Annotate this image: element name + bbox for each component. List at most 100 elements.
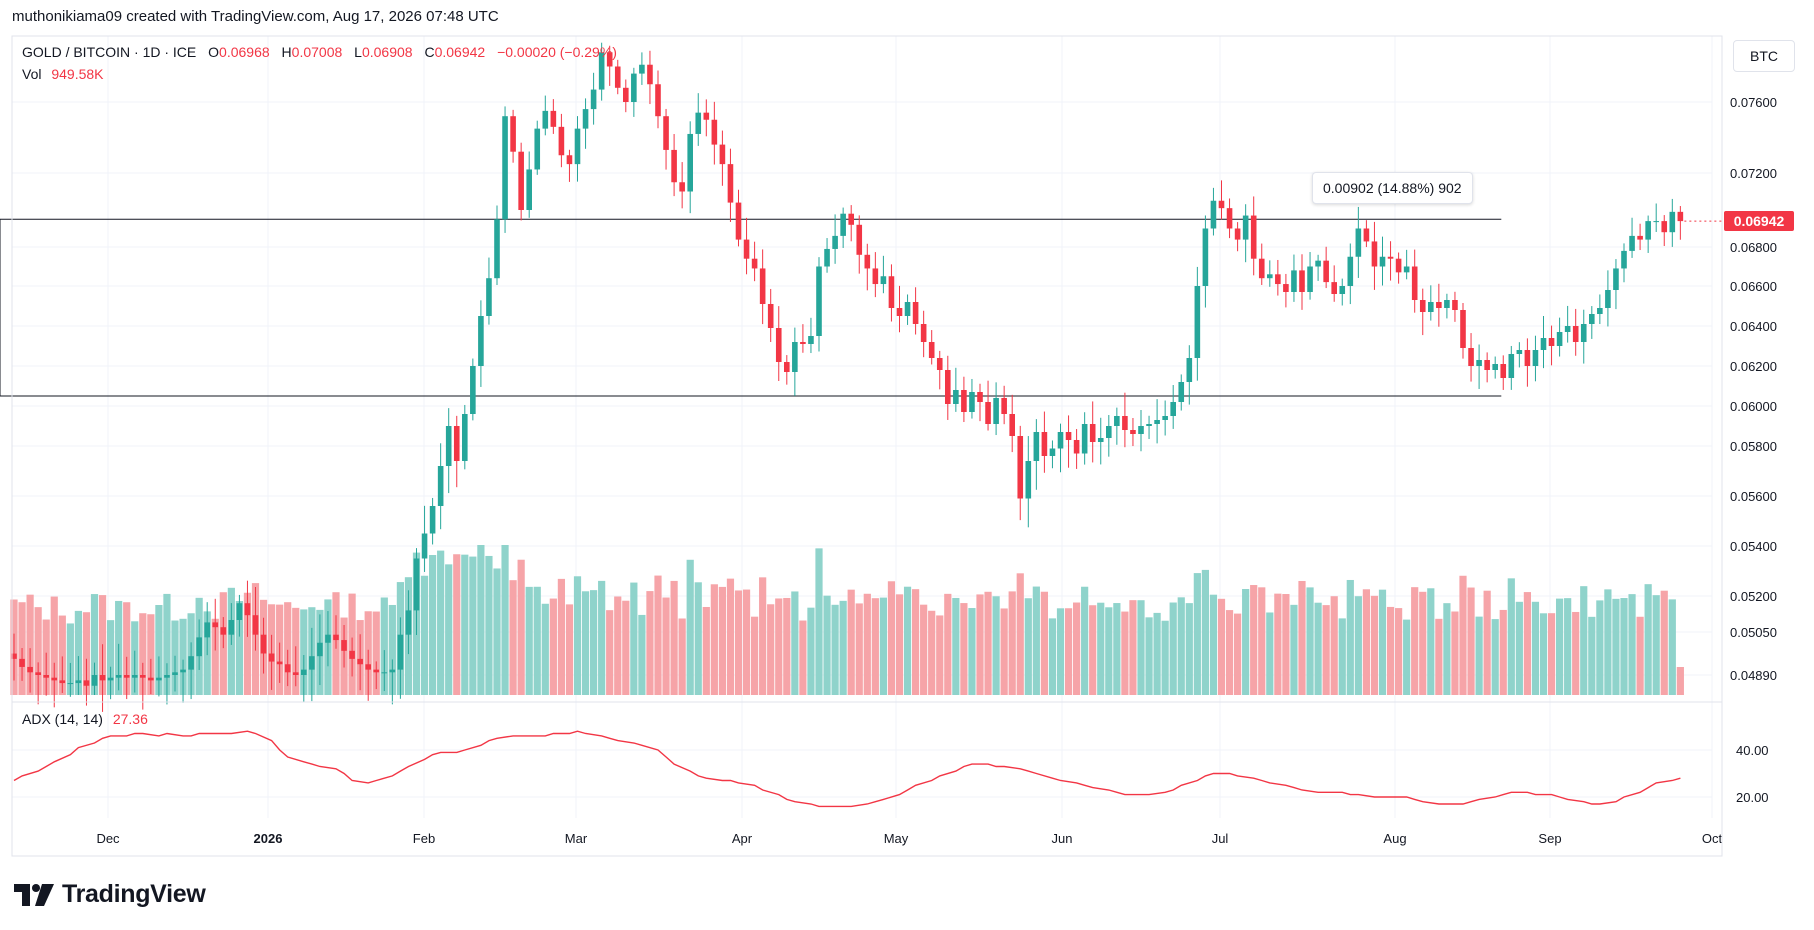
candle-body: [824, 248, 830, 267]
candle-body: [1580, 324, 1587, 342]
volume-bar: [759, 577, 767, 695]
candle-body: [1009, 414, 1015, 436]
volume-bar: [1073, 602, 1081, 695]
candle-body: [220, 627, 227, 635]
candle-body: [1041, 432, 1048, 456]
candle-body: [832, 235, 838, 249]
volume-bar: [1644, 584, 1652, 695]
volume-bar: [1459, 575, 1467, 695]
volume-bar: [388, 604, 396, 695]
candle-body: [928, 342, 935, 358]
candle-body: [550, 110, 557, 127]
volume-bar: [952, 597, 960, 695]
x-tick-label: Mar: [565, 831, 588, 846]
candle-body: [759, 268, 766, 304]
candle-body: [1226, 208, 1233, 229]
candle-body: [792, 342, 798, 372]
volume-bar: [1676, 667, 1684, 695]
candle-body: [671, 149, 677, 183]
volume-bar: [1547, 613, 1556, 695]
candle-body: [156, 677, 162, 681]
ohlc-legend: GOLD / BITCOIN · 1D · ICE O0.06968 H0.07…: [22, 44, 617, 60]
volume-label[interactable]: Vol: [22, 66, 42, 82]
volume-bar: [1419, 591, 1427, 695]
measure-tool: [0, 219, 1502, 397]
candle-body: [808, 336, 814, 344]
y-tick-label: 0.06400: [1730, 319, 1777, 334]
candle-body: [566, 155, 573, 165]
volume-bar: [630, 582, 638, 695]
x-tick-label: Oct: [1702, 831, 1723, 846]
volume-bar: [1612, 598, 1620, 695]
candle-body: [1154, 420, 1160, 424]
volume-bar: [920, 604, 928, 695]
volume-bar: [1266, 612, 1274, 695]
volume-bar: [82, 612, 91, 695]
candle-body: [1049, 448, 1056, 456]
candle-body: [880, 276, 887, 285]
change-value: −0.00020 (−0.29%): [497, 44, 617, 60]
volume-bar: [155, 605, 163, 695]
candle-body: [687, 133, 693, 192]
candle-body: [292, 672, 299, 675]
candle-body: [542, 110, 549, 129]
adx-label[interactable]: ADX (14, 14): [22, 711, 103, 727]
x-tick-label: Dec: [96, 831, 120, 846]
volume-bar: [1531, 601, 1540, 695]
x-tick-label: May: [884, 831, 909, 846]
volume-bar: [501, 545, 509, 695]
volume-bar: [1250, 585, 1258, 695]
candle-body: [252, 615, 259, 635]
volume-bar: [565, 604, 574, 695]
candle-body: [180, 669, 186, 673]
low-label: L: [354, 44, 362, 60]
candle-body: [735, 202, 742, 240]
volume-bar: [147, 614, 155, 695]
candle-body: [1629, 235, 1635, 251]
volume-bar: [678, 618, 686, 695]
candle-body: [534, 128, 541, 170]
candle-body: [1291, 270, 1297, 292]
candle-body: [131, 675, 138, 678]
volume-bar: [807, 607, 815, 695]
volume-bar: [1636, 616, 1644, 695]
adx-tick-label: 40.00: [1736, 743, 1769, 758]
volume-bar: [1443, 603, 1451, 695]
candle-body: [1564, 326, 1571, 332]
y-tick-label: 0.06600: [1730, 279, 1777, 294]
volume-bar: [90, 594, 99, 695]
volume-bar: [1435, 618, 1443, 695]
volume-bar: [1089, 605, 1097, 695]
candle-body: [1669, 211, 1676, 233]
candle-body: [1089, 424, 1096, 442]
volume-bar: [598, 580, 606, 695]
measure-label[interactable]: 0.00902 (14.88%) 902: [1312, 172, 1473, 204]
volume-bar: [1507, 578, 1515, 695]
candle-body: [107, 677, 114, 681]
candle-body: [936, 358, 943, 370]
tradingview-logo[interactable]: TradingView: [14, 880, 206, 909]
candle-body: [1242, 215, 1249, 240]
candle-body: [920, 324, 927, 342]
volume-bar: [493, 568, 501, 695]
high-value: 0.07008: [291, 44, 343, 60]
x-tick-label: Aug: [1383, 831, 1406, 846]
symbol-label[interactable]: GOLD / BITCOIN · 1D · ICE: [22, 44, 197, 60]
candle-body: [1653, 221, 1659, 223]
volume-bar: [211, 618, 219, 695]
candle-body: [1299, 270, 1305, 292]
close-label: C: [424, 44, 435, 60]
volume-bar: [50, 596, 58, 695]
volume-bar: [1298, 580, 1306, 695]
volume-bar: [606, 610, 614, 695]
candle-body: [647, 64, 653, 85]
volume-bar: [751, 616, 759, 695]
candle-body: [961, 390, 967, 412]
open-label: O: [208, 44, 220, 60]
volume-bar: [1580, 586, 1588, 695]
volume-bar: [1081, 586, 1089, 695]
candle-body: [1428, 302, 1434, 312]
volume-bar: [1225, 610, 1234, 695]
currency-button[interactable]: BTC: [1733, 40, 1795, 72]
